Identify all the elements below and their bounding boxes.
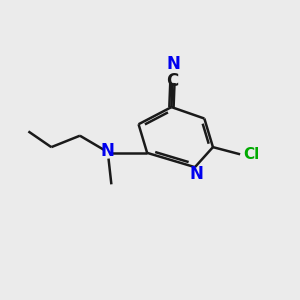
Text: N: N (100, 142, 114, 160)
Text: N: N (189, 165, 203, 183)
Text: C: C (167, 72, 179, 90)
Text: Cl: Cl (243, 147, 259, 162)
Text: N: N (167, 55, 180, 73)
